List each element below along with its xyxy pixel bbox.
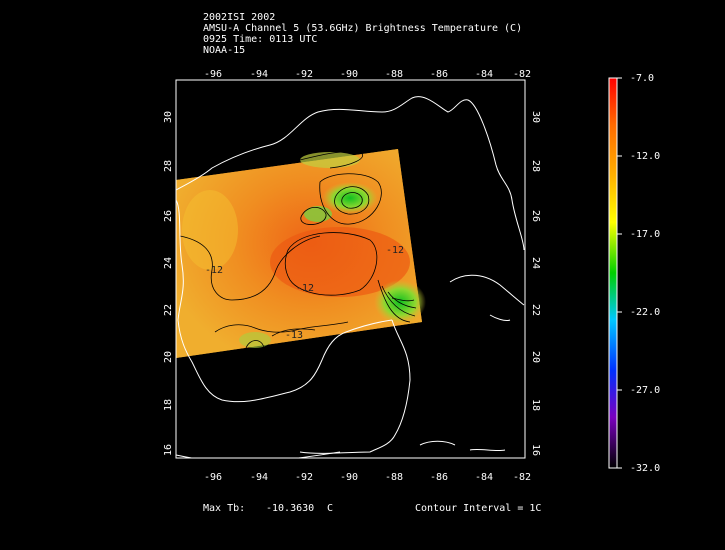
contour-label: -13 [285, 330, 303, 341]
lon-tick: -82 [513, 472, 531, 483]
lat-tick: 20 [530, 351, 541, 363]
lat-tick: 30 [530, 111, 541, 123]
lon-tick: -94 [250, 69, 268, 80]
lon-tick: -88 [385, 69, 403, 80]
header-line-2: AMSU-A Channel 5 (53.6GHz) Brightness Te… [203, 23, 523, 34]
lon-tick: -86 [430, 69, 448, 80]
lat-ticks-right: 30 28 26 24 22 20 18 16 [530, 111, 541, 456]
lat-tick: 28 [530, 160, 541, 172]
data-swath [176, 149, 426, 358]
lat-tick: 18 [163, 399, 174, 411]
lat-tick: 22 [163, 304, 174, 316]
lat-tick: 22 [530, 304, 541, 316]
lon-tick: -90 [340, 69, 358, 80]
lon-tick: -92 [295, 69, 313, 80]
lon-tick: -88 [385, 472, 403, 483]
lat-tick: 26 [163, 210, 174, 222]
lon-tick: -84 [475, 472, 493, 483]
colorbar-label: -12.0 [630, 151, 661, 162]
colorbar-label: -27.0 [630, 385, 661, 396]
header-line-1: 2002ISI 2002 [203, 12, 276, 23]
header-line-3: 0925 Time: 0113 UTC [203, 34, 318, 45]
lat-tick: 20 [163, 351, 174, 363]
lon-tick: -96 [204, 472, 222, 483]
contour-labels: -12 -12 -12 -13 [205, 245, 404, 341]
lat-tick: 16 [530, 444, 541, 456]
colorbar-label: -17.0 [630, 229, 661, 240]
lat-tick: 24 [530, 257, 541, 269]
max-tb-label: Max Tb: [203, 503, 246, 514]
lon-tick: -86 [430, 472, 448, 483]
contour-label: -12 [205, 265, 223, 276]
lat-tick: 24 [163, 257, 174, 269]
contour-label: -12 [296, 283, 314, 294]
map-frame [175, 79, 526, 459]
coastlines [176, 96, 525, 458]
max-tb-unit: C [327, 503, 334, 514]
colorbar-label: -7.0 [630, 73, 655, 84]
colorbar [608, 77, 618, 469]
lon-tick: -92 [295, 472, 313, 483]
contour-lines [179, 151, 417, 349]
colorbar-label: -22.0 [630, 307, 661, 318]
lon-ticks-bottom: -96 -94 -92 -90 -88 -86 -84 -82 [204, 472, 531, 483]
lat-tick: 30 [163, 111, 174, 123]
lon-tick: -90 [340, 472, 358, 483]
lat-tick: 28 [163, 160, 174, 172]
lon-tick: -82 [513, 69, 531, 80]
header-line-4: NOAA-15 [203, 45, 246, 56]
lon-tick: -96 [204, 69, 222, 80]
plot-header: 2002ISI 2002 AMSU-A Channel 5 (53.6GHz) … [203, 12, 522, 56]
lat-tick: 18 [530, 399, 541, 411]
max-tb-value: -10.3630 [266, 503, 315, 514]
colorbar-label: -32.0 [630, 463, 661, 474]
lat-ticks-left: 30 28 26 24 22 20 18 16 [163, 111, 174, 456]
contour-interval: Contour Interval = 1C [415, 503, 542, 514]
lon-tick: -84 [475, 69, 493, 80]
lon-tick: -94 [250, 472, 268, 483]
lat-tick: 26 [530, 210, 541, 222]
colorbar-ticks [617, 77, 622, 469]
contour-label: -12 [386, 245, 404, 256]
lat-tick: 16 [163, 444, 174, 456]
lon-ticks-top: -96 -94 -92 -90 -88 -86 -84 -82 [204, 69, 531, 80]
